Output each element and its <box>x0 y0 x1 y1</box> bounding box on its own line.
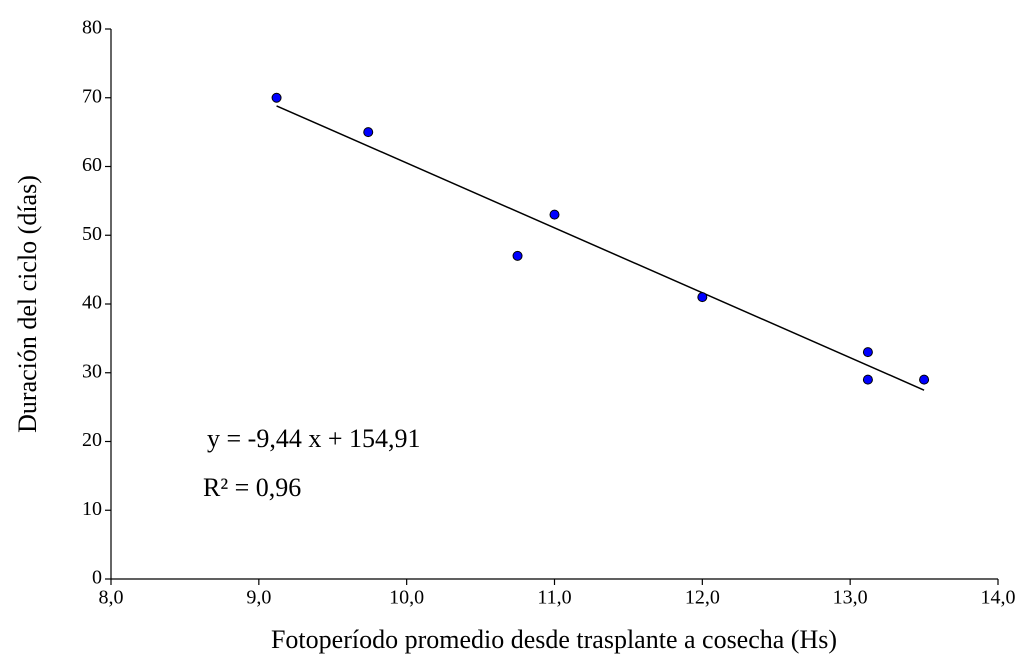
x-tick-label: 10,0 <box>389 587 424 609</box>
y-tick-label: 0 <box>92 567 102 589</box>
x-tick-label: 14,0 <box>981 587 1016 609</box>
y-tick-label: 70 <box>82 85 102 107</box>
point <box>271 92 282 103</box>
point <box>363 127 374 138</box>
r-squared: R² = 0,96 <box>203 473 301 502</box>
x-tick-label: 9,0 <box>246 587 271 609</box>
trend-line <box>276 105 925 391</box>
point <box>919 374 930 385</box>
point <box>862 374 873 385</box>
y-tick-label: 40 <box>82 292 102 314</box>
y-tick-label: 10 <box>82 498 102 520</box>
point <box>862 347 873 358</box>
x-tick-label: 8,0 <box>99 587 124 609</box>
y-tick-label: 50 <box>82 223 102 245</box>
y-axis-title: Duración del ciclo (días) <box>13 175 42 433</box>
point <box>549 209 560 220</box>
y-tick-label: 60 <box>82 154 102 176</box>
point <box>697 292 708 303</box>
y-tick-label: 30 <box>82 360 102 382</box>
x-tick-label: 13,0 <box>833 587 868 609</box>
x-axis-title: Fotoperíodo promedio desde trasplante a … <box>271 625 837 654</box>
x-tick-label: 11,0 <box>537 587 571 609</box>
y-tick-label: 20 <box>82 429 102 451</box>
y-tick-label: 80 <box>82 17 102 39</box>
point <box>512 250 523 261</box>
trend-equation: y = -9,44 x + 154,91 <box>207 424 420 453</box>
x-tick-label: 12,0 <box>685 587 720 609</box>
